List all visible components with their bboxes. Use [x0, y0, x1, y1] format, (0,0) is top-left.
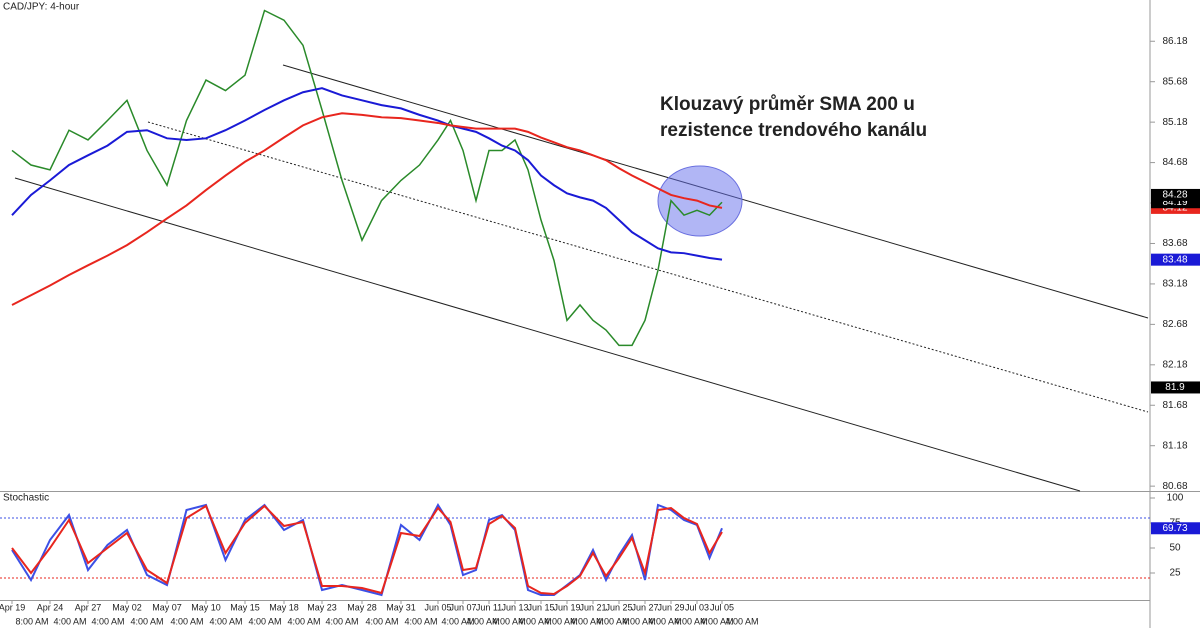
x-time-label: 4:00 AM — [53, 616, 86, 626]
annotation: Klouzavý průměr SMA 200 u — [660, 94, 915, 115]
x-tick-label: Apr 24 — [37, 602, 64, 612]
x-time-label: 4:00 AM — [130, 616, 163, 626]
x-tick-label: May 10 — [191, 602, 221, 612]
series-line — [11, 504, 723, 596]
price-flag-label: 83.48 — [1162, 254, 1187, 265]
x-time-label: 4:00 AM — [209, 616, 242, 626]
x-time-label: 4:00 AM — [570, 616, 603, 626]
price-flag — [1151, 381, 1200, 394]
x-tick-label: Jun 15 — [527, 602, 554, 612]
y-tick-label: 85.68 — [1162, 76, 1187, 87]
x-time-label: 4:00 AM — [441, 616, 474, 626]
y-tick-label: 81.18 — [1162, 440, 1187, 451]
x-time-label: 4:00 AM — [648, 616, 681, 626]
series-line — [11, 112, 723, 306]
price-flag-label: 69.73 — [1162, 523, 1187, 534]
x-time-label: 4:00 AM — [596, 616, 629, 626]
x-tick-label: Jul 03 — [685, 602, 709, 612]
price-flag-label: 81.9 — [1165, 382, 1185, 393]
panel-title: Stochastic — [3, 493, 49, 504]
x-tick-label: Jun 25 — [605, 602, 632, 612]
price-flag — [1151, 253, 1200, 266]
x-tick-label: May 28 — [347, 602, 377, 612]
marks: 80.6881.1881.6882.1882.6883.1883.6884.18… — [0, 9, 1200, 626]
y-tick-label: 80.68 — [1162, 481, 1187, 492]
x-tick-label: May 15 — [230, 602, 260, 612]
y-tick-label: 85.18 — [1162, 117, 1187, 128]
x-time-label: 4:00 AM — [466, 616, 499, 626]
x-tick-label: Jul 05 — [710, 602, 734, 612]
x-tick-label: Jun 11 — [476, 602, 502, 612]
price-flag-label: 84.28 — [1162, 190, 1187, 201]
x-tick-label: Jun 13 — [501, 602, 528, 612]
channel-lower — [14, 177, 1081, 492]
price-flag — [1151, 522, 1200, 535]
x-tick-label: Jun 29 — [657, 602, 684, 612]
title-bg — [0, 0, 92, 14]
x-time-label: 8:00 AM — [15, 616, 48, 626]
x-time-label: 4:00 AM — [287, 616, 320, 626]
y-tick-label: 83.68 — [1162, 238, 1187, 249]
y-tick-label: 82.18 — [1162, 359, 1187, 370]
x-tick-label: Jun 27 — [631, 602, 658, 612]
x-tick-label: May 31 — [386, 602, 416, 612]
x-time-label: 4:00 AM — [544, 616, 577, 626]
x-tick-label: Apr 27 — [75, 602, 102, 612]
annotation: rezistence trendového kanálu — [660, 120, 927, 141]
x-tick-label: Jun 05 — [424, 602, 451, 612]
y-tick-label: 100 — [1167, 493, 1184, 504]
price-flag — [1151, 188, 1200, 201]
series-line — [11, 87, 723, 261]
x-tick-label: Apr 19 — [0, 602, 25, 612]
x-time-label: 4:00 AM — [700, 616, 733, 626]
x-tick-label: May 23 — [307, 602, 337, 612]
channel-middle — [147, 121, 1149, 413]
x-time-label: 4:00 AM — [91, 616, 124, 626]
y-tick-label: 84.68 — [1162, 157, 1187, 168]
x-time-label: 4:00 AM — [725, 616, 758, 626]
y-tick-label: 83.18 — [1162, 279, 1187, 290]
y-tick-label: 25 — [1169, 568, 1181, 579]
series-line — [11, 9, 723, 347]
x-time-label: 4:00 AM — [518, 616, 551, 626]
x-tick-label: Jun 19 — [553, 602, 580, 612]
y-tick-label: 50 — [1169, 543, 1181, 554]
x-time-label: 4:00 AM — [365, 616, 398, 626]
x-tick-label: May 07 — [152, 602, 182, 612]
y-tick-label: 82.68 — [1162, 319, 1187, 330]
title-bg — [0, 492, 42, 505]
x-time-label: 4:00 AM — [404, 616, 437, 626]
series-line — [11, 502, 723, 597]
x-time-label: 4:00 AM — [325, 616, 358, 626]
x-tick-label: May 02 — [112, 602, 142, 612]
y-tick-label: 81.68 — [1162, 400, 1187, 411]
x-time-label: 4:00 AM — [674, 616, 707, 626]
price-flag-label: 84.19 — [1162, 197, 1187, 208]
x-time-label: 4:00 AM — [622, 616, 655, 626]
chart-title: CAD/JPY: 4-hour — [3, 2, 80, 13]
x-time-label: 4:00 AM — [248, 616, 281, 626]
x-tick-label: Jun 21 — [579, 602, 606, 612]
y-tick-label: 86.18 — [1162, 36, 1187, 47]
x-time-label: 4:00 AM — [492, 616, 525, 626]
x-tick-label: Jun 07 — [449, 602, 476, 612]
x-time-label: 4:00 AM — [170, 616, 203, 626]
x-tick-label: May 18 — [269, 602, 299, 612]
